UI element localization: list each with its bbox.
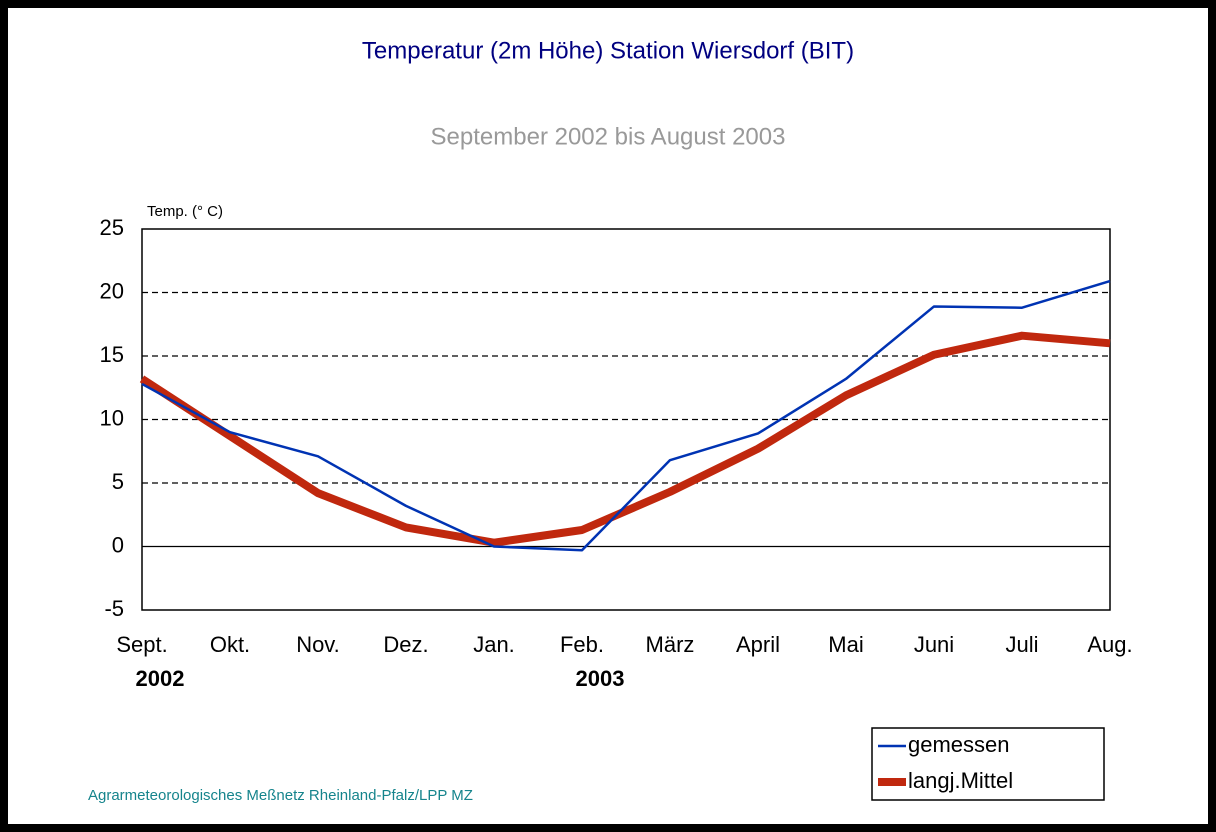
legend-box <box>871 727 1105 801</box>
series-line <box>141 279 1111 552</box>
x-tick-label: März <box>646 632 695 657</box>
y-axis-label: Temp. (° C) <box>147 203 223 220</box>
x-tick-label: Juni <box>914 632 954 657</box>
chart-subtitle: September 2002 bis August 2003 <box>431 123 786 150</box>
series-line <box>139 331 1111 547</box>
x-tick-label: Dez. <box>383 632 428 657</box>
y-tick-label: 5 <box>112 469 124 494</box>
y-tick-label: 10 <box>100 405 124 430</box>
x-tick-label: Juli <box>1005 632 1038 657</box>
y-tick-label: 15 <box>100 342 124 367</box>
year-label: 2002 <box>136 666 185 691</box>
x-tick-label: Jan. <box>473 632 515 657</box>
y-tick-label: -5 <box>104 596 124 621</box>
x-tick-label: Sept. <box>116 632 167 657</box>
y-tick-label: 0 <box>112 532 124 557</box>
x-tick-label: Feb. <box>560 632 604 657</box>
y-tick-label: 20 <box>100 278 124 303</box>
footer: Agrarmeteorologisches Meßnetz Rheinland-… <box>88 787 473 804</box>
y-tick-label: 25 <box>100 215 124 240</box>
x-tick-label: Okt. <box>210 632 250 657</box>
x-tick-label: April <box>736 632 780 657</box>
legend-label: langj.Mittel <box>908 768 1013 793</box>
x-tick-label: Nov. <box>296 632 340 657</box>
x-tick-label: Mai <box>828 632 863 657</box>
chart-title: Temperatur (2m Höhe) Station Wiersdorf (… <box>362 37 854 64</box>
legend-label: gemessen <box>908 732 1010 757</box>
x-tick-label: Aug. <box>1087 632 1132 657</box>
year-label: 2003 <box>576 666 625 691</box>
